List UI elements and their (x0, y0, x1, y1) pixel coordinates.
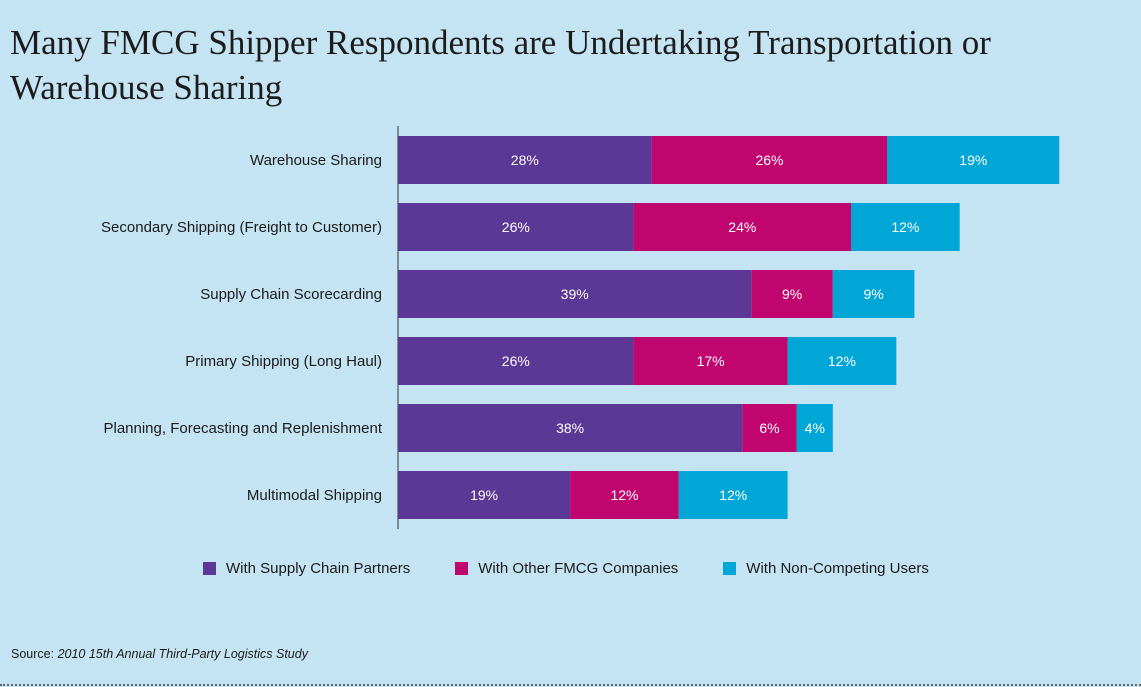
legend-label-other-fmcg: With Other FMCG Companies (478, 560, 679, 577)
bar-secondary-shipping-freight-to-customer-with-non-competing-users (851, 203, 960, 251)
data-label-secondary-shipping-freight-to-customer-with-supply-chain-partners: 26% (502, 219, 530, 235)
bar-multimodal-shipping-with-other-fmcg-companies (570, 471, 679, 519)
bar-planning-forecasting-and-replenishment-with-non-competing-users (796, 404, 833, 452)
legend-item-non-competing: With Non-Competing Users (723, 560, 929, 577)
bar-primary-shipping-long-haul-with-non-competing-users (787, 337, 897, 385)
data-label-planning-forecasting-and-replenishment-with-non-competing-users: 4% (805, 420, 825, 436)
data-label-warehouse-sharing-with-other-fmcg-companies: 26% (755, 152, 783, 168)
bar-supply-chain-scorecarding-with-supply-chain-partners (398, 270, 752, 318)
bar-warehouse-sharing-with-non-competing-users (887, 136, 1060, 184)
bar-primary-shipping-long-haul-with-supply-chain-partners (398, 337, 634, 385)
data-label-supply-chain-scorecarding-with-supply-chain-partners: 39% (561, 286, 589, 302)
legend-label-supply-chain-partners: With Supply Chain Partners (226, 560, 411, 577)
category-label-warehouse-sharing: Warehouse Sharing (250, 152, 382, 169)
legend-swatch-other-fmcg (455, 562, 469, 575)
data-label-planning-forecasting-and-replenishment-with-other-fmcg-companies: 6% (759, 420, 779, 436)
bar-warehouse-sharing-with-supply-chain-partners (398, 136, 652, 184)
bar-planning-forecasting-and-replenishment-with-other-fmcg-companies (742, 404, 797, 452)
source-note: Source: 2010 15th Annual Third-Party Log… (11, 647, 308, 661)
legend-item-other-fmcg: With Other FMCG Companies (455, 560, 678, 577)
bar-multimodal-shipping-with-non-competing-users (678, 471, 788, 519)
data-label-supply-chain-scorecarding-with-other-fmcg-companies: 9% (782, 286, 802, 302)
data-label-warehouse-sharing-with-supply-chain-partners: 28% (511, 152, 539, 168)
chart-title: Many FMCG Shipper Respondents are Undert… (10, 23, 991, 107)
bar-supply-chain-scorecarding-with-non-competing-users (832, 270, 915, 318)
bar-primary-shipping-long-haul-with-other-fmcg-companies (633, 337, 788, 385)
category-label-multimodal-shipping: Multimodal Shipping (247, 487, 382, 504)
bar-multimodal-shipping-with-supply-chain-partners (398, 471, 571, 519)
source-citation: 2010 15th Annual Third-Party Logistics S… (57, 647, 308, 661)
legend: With Supply Chain Partners With Other FM… (203, 560, 929, 577)
category-label-primary-shipping-long-haul: Primary Shipping (Long Haul) (185, 353, 382, 370)
legend-swatch-supply-chain-partners (203, 562, 216, 575)
bar-supply-chain-scorecarding-with-other-fmcg-companies (751, 270, 833, 318)
data-label-multimodal-shipping-with-supply-chain-partners: 19% (470, 487, 498, 503)
data-label-supply-chain-scorecarding-with-non-competing-users: 9% (863, 286, 883, 302)
legend-item-supply-chain-partners: With Supply Chain Partners (203, 560, 410, 577)
data-label-multimodal-shipping-with-non-competing-users: 12% (719, 487, 747, 503)
legend-label-non-competing: With Non-Competing Users (746, 560, 929, 577)
data-label-primary-shipping-long-haul-with-other-fmcg-companies: 17% (697, 353, 725, 369)
legend-swatch-non-competing (723, 562, 737, 575)
stacked-bar-chart: Warehouse Sharing 28% 26% 19% Secondary Ship… (101, 126, 1060, 529)
bar-secondary-shipping-freight-to-customer-with-supply-chain-partners (398, 203, 634, 251)
category-label-secondary-shipping-freight-to-customer: Secondary Shipping (Freight to Customer) (101, 219, 382, 236)
data-label-primary-shipping-long-haul-with-supply-chain-partners: 26% (502, 353, 530, 369)
source-prefix: Source: (11, 647, 55, 661)
data-label-planning-forecasting-and-replenishment-with-supply-chain-partners: 38% (556, 420, 584, 436)
bar-warehouse-sharing-with-other-fmcg-companies (651, 136, 888, 184)
category-label-planning-forecasting-and-replenishment: Planning, Forecasting and Replenishment (103, 420, 382, 437)
data-label-warehouse-sharing-with-non-competing-users: 19% (959, 152, 987, 168)
data-label-multimodal-shipping-with-other-fmcg-companies: 12% (610, 487, 638, 503)
bottom-dotted-divider (0, 684, 1141, 686)
bar-secondary-shipping-freight-to-customer-with-other-fmcg-companies (633, 203, 851, 251)
data-label-secondary-shipping-freight-to-customer-with-other-fmcg-companies: 24% (728, 219, 756, 235)
data-label-secondary-shipping-freight-to-customer-with-non-competing-users: 12% (891, 219, 919, 235)
bar-planning-forecasting-and-replenishment-with-supply-chain-partners (398, 404, 743, 452)
category-label-supply-chain-scorecarding: Supply Chain Scorecarding (200, 286, 382, 303)
data-label-primary-shipping-long-haul-with-non-competing-users: 12% (828, 353, 856, 369)
